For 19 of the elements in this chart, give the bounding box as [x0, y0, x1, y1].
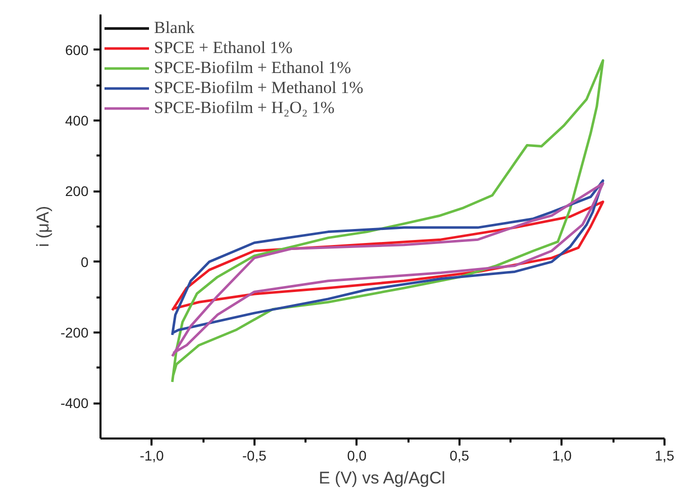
legend-label: SPCE-Biofilm + H₂O₂ 1% — [154, 98, 335, 118]
legend-label: Blank — [154, 18, 195, 38]
legend-label: SPCE-Biofilm + Methanol 1% — [154, 78, 364, 98]
y-tick-label: 0 — [80, 254, 89, 270]
y-tick-label: -200 — [60, 324, 89, 340]
y-axis-title: i (μA) — [33, 206, 52, 247]
x-tick-label: 1,5 — [654, 448, 674, 464]
x-tick-label: 1,0 — [552, 448, 572, 464]
x-tick-label: 0,0 — [347, 448, 367, 464]
legend-label: SPCE + Ethanol 1% — [154, 38, 293, 58]
x-tick-label: -0,5 — [242, 448, 267, 464]
y-tick-label: -400 — [60, 395, 89, 412]
y-tick-label: 400 — [65, 112, 89, 128]
x-tick-label: -1,0 — [140, 448, 164, 464]
x-tick-label: 0,5 — [450, 448, 470, 464]
y-tick-label: 600 — [65, 42, 89, 58]
legend-label: SPCE-Biofilm + Ethanol 1% — [154, 58, 352, 78]
y-tick-label: 200 — [65, 183, 89, 200]
x-axis-title: E (V) vs Ag/AgCl — [318, 468, 446, 488]
